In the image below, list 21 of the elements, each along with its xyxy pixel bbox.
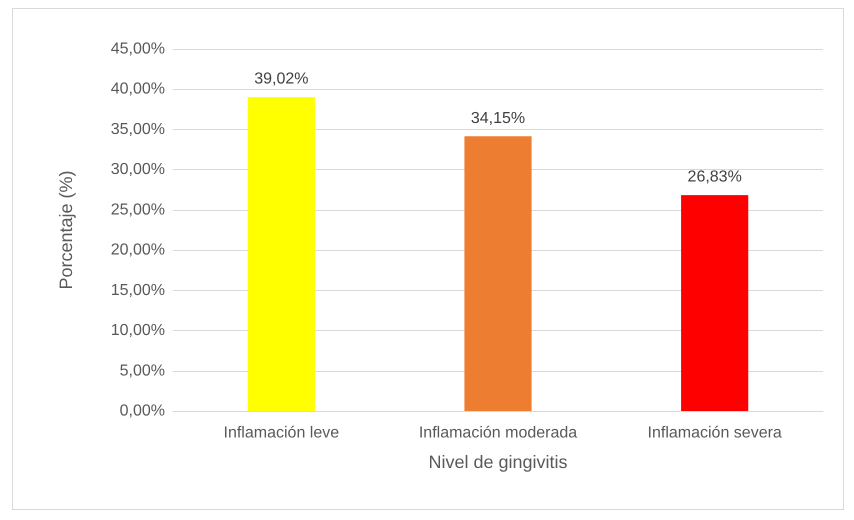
x-tick-label: Inflamación severa xyxy=(648,424,782,442)
y-tick-label: 25,00% xyxy=(110,201,165,218)
data-label: 34,15% xyxy=(470,110,526,127)
x-axis-title: Nivel de gingivitis xyxy=(428,452,568,472)
x-tick-label: Inflamación leve xyxy=(224,424,340,442)
bar xyxy=(464,136,532,411)
y-tick-label: 10,00% xyxy=(110,322,165,340)
bar xyxy=(248,97,315,411)
data-label: 26,83% xyxy=(688,168,742,186)
y-tick-label: 40,00% xyxy=(110,80,165,98)
y-axis-title: Porcentaje (%) xyxy=(56,170,76,290)
bar xyxy=(681,195,748,411)
y-tick-label: 30,00% xyxy=(110,161,165,178)
data-label: 39,02% xyxy=(254,70,308,88)
y-tick-label: 15,00% xyxy=(110,282,165,299)
y-tick-label: 20,00% xyxy=(110,242,165,259)
y-tick-label: 5,00% xyxy=(120,362,165,380)
y-tick-label: 35,00% xyxy=(110,120,165,138)
y-tick-label: 0,00% xyxy=(120,402,165,420)
y-tick-label: 45,00% xyxy=(110,40,165,58)
x-tick-label: Inflamación moderada xyxy=(418,424,578,442)
